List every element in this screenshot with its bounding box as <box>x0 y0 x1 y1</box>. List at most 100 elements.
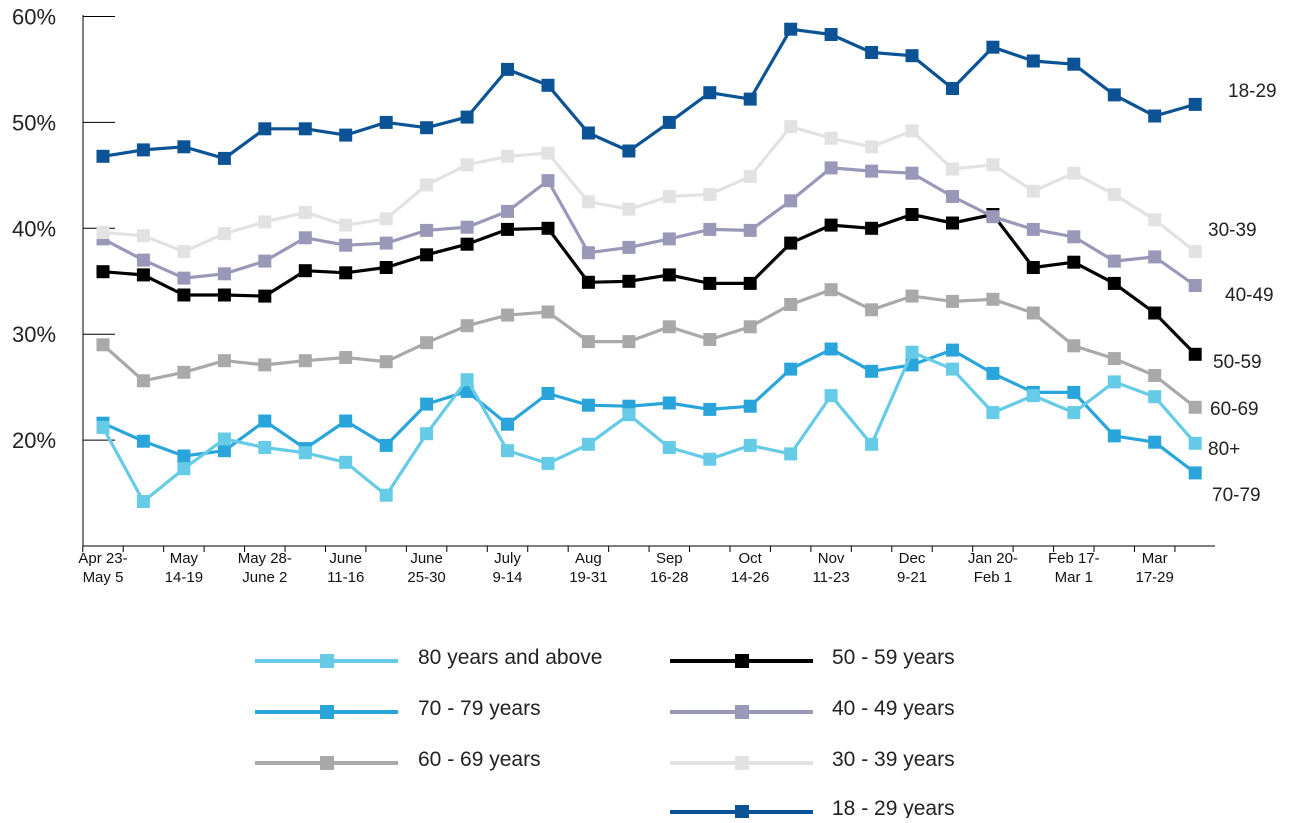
legend-item: 80 years and above <box>255 646 602 669</box>
x-tick-label: 25-30 <box>407 569 445 586</box>
data-point <box>1107 429 1121 443</box>
series-line-18-29 <box>102 27 1196 160</box>
x-tick-label: July <box>494 550 521 567</box>
data-point <box>1067 255 1081 269</box>
data-point <box>784 22 798 36</box>
data-point <box>136 229 150 243</box>
data-point <box>622 240 636 254</box>
series-30-39 <box>96 120 1202 259</box>
data-point <box>986 292 1000 306</box>
legend-label: 50 - 59 years <box>832 646 955 669</box>
data-point <box>136 268 150 282</box>
x-tick-label: 9-21 <box>897 569 927 586</box>
data-point <box>824 131 838 145</box>
data-point <box>501 417 514 431</box>
x-tick-label: Feb 1 <box>974 569 1012 586</box>
data-point <box>420 223 434 237</box>
data-point <box>1067 166 1081 180</box>
data-point <box>339 351 353 364</box>
legend-swatch-marker <box>320 654 334 668</box>
data-point <box>743 320 757 334</box>
x-tick-label: Apr 23- <box>78 550 127 567</box>
data-point <box>501 222 514 236</box>
legend-item: 30 - 39 years <box>670 748 955 771</box>
data-point <box>865 303 879 317</box>
series-line-60-69 <box>101 288 1197 409</box>
data-point <box>1107 88 1121 102</box>
data-point <box>622 144 636 158</box>
data-point <box>703 222 717 236</box>
data-point <box>1107 276 1121 290</box>
x-tick-label: May 28- <box>238 550 292 567</box>
end-labels: 18-29 30-39 40-49 50-59 60-69 70-79 80+ <box>1208 81 1277 506</box>
data-point <box>217 444 231 458</box>
data-point <box>298 122 312 136</box>
data-point <box>1188 97 1202 111</box>
data-point <box>703 276 717 290</box>
data-point <box>865 437 879 451</box>
x-tick-label: June 2 <box>242 569 287 586</box>
data-point <box>946 294 959 308</box>
data-point <box>420 397 434 411</box>
x-tick-label: May <box>170 550 199 567</box>
legend-label: 40 - 49 years <box>832 697 955 720</box>
data-point <box>217 267 231 281</box>
data-point <box>420 178 434 192</box>
data-point <box>824 283 838 297</box>
x-tick-label: Jan 20- <box>968 550 1018 567</box>
x-tick-label: Mar 1 <box>1055 569 1093 586</box>
x-tick-label: 17-29 <box>1136 569 1174 586</box>
data-point <box>865 221 879 235</box>
data-point <box>703 452 717 466</box>
data-point <box>258 215 272 229</box>
data-point <box>946 190 959 203</box>
end-label: 70-79 <box>1212 485 1261 506</box>
x-tick-label: 14-19 <box>165 569 203 586</box>
data-point <box>136 495 150 508</box>
legend-item: 70 - 79 years <box>255 697 541 720</box>
data-point <box>1026 54 1040 68</box>
end-label: 50-59 <box>1213 352 1262 373</box>
x-tick-label: Feb 17- <box>1048 550 1100 567</box>
data-point <box>339 455 353 469</box>
data-point <box>1148 109 1162 123</box>
data-point <box>460 319 474 333</box>
series-80 <box>96 345 1202 508</box>
end-label: 60-69 <box>1210 399 1259 420</box>
data-point <box>784 120 798 134</box>
end-label: 40-49 <box>1225 285 1274 306</box>
data-point <box>136 253 150 267</box>
data-point <box>258 441 272 454</box>
data-point <box>379 115 393 129</box>
data-point <box>258 358 272 372</box>
data-point <box>258 254 272 268</box>
data-point <box>1148 390 1162 404</box>
x-tick-label: 14-26 <box>731 569 769 586</box>
data-point <box>379 488 393 502</box>
data-point <box>339 238 353 252</box>
data-point <box>622 274 636 288</box>
data-point <box>622 408 636 422</box>
data-point <box>824 28 838 41</box>
y-tick-label: 40% <box>12 216 56 241</box>
data-point <box>743 438 757 452</box>
series-line-50-59 <box>102 212 1197 356</box>
end-label: 30-39 <box>1208 220 1257 241</box>
data-point <box>298 231 312 245</box>
legend-item: 40 - 49 years <box>670 697 955 720</box>
data-point <box>460 110 474 124</box>
legend-swatch-marker <box>320 705 334 719</box>
legend-item: 18 - 29 years <box>670 797 955 820</box>
data-point <box>865 46 879 59</box>
data-point <box>177 365 191 379</box>
data-point <box>905 345 919 359</box>
data-point <box>217 354 231 368</box>
data-point <box>1148 306 1162 320</box>
data-point <box>946 82 959 95</box>
end-label: 18-29 <box>1228 81 1277 102</box>
data-point <box>298 354 312 368</box>
legend-swatch-marker <box>320 756 334 770</box>
data-point <box>986 406 1000 420</box>
data-point <box>1026 389 1040 403</box>
